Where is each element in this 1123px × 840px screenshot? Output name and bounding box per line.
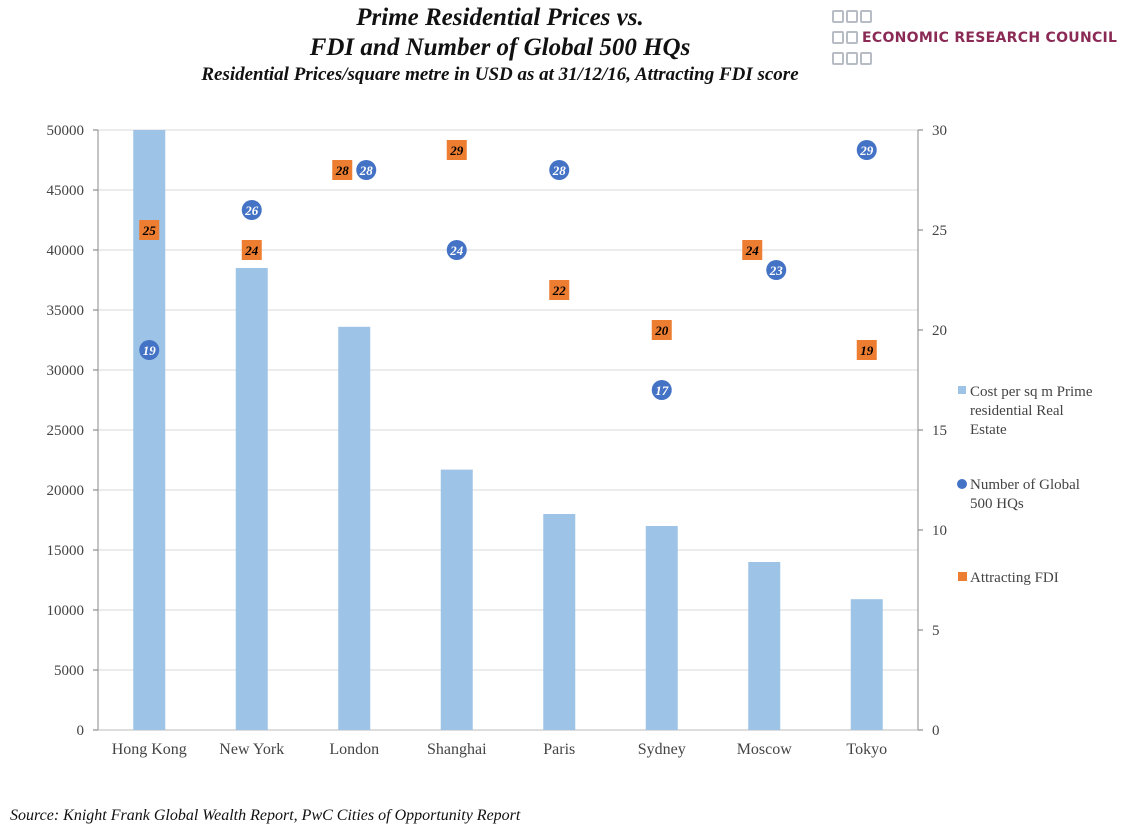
marker-fdi [856,340,877,360]
bar-residential-price [748,562,781,730]
marker-fdi [549,280,570,300]
chart-title-line2: FDI and Number of Global 500 HQs [309,34,691,61]
x-axis-category-label: London [329,741,379,758]
left-axis-tick-label: 30000 [47,363,85,379]
data-label-hq-count: 28 [359,163,374,178]
bar-residential-price [235,268,268,730]
left-axis-tick-label: 5000 [54,663,84,679]
data-label-hq-count: 28 [552,163,567,178]
left-axis-tick-label: 20000 [47,483,85,499]
x-axis-category-label: Sydney [638,741,686,758]
left-axis-tick-label: 50000 [47,123,85,139]
data-label-hq-count: 29 [859,143,874,158]
bar-residential-price [338,326,371,730]
right-axis-tick-label: 25 [932,223,947,239]
data-label-fdi: 24 [244,243,259,258]
left-axis-tick-label: 10000 [47,603,85,619]
legend-swatch-hq-count [957,479,967,489]
legend-label-hq-count: Number of Global 500 HQs [970,477,1080,512]
data-label-hq-count: 26 [244,203,259,218]
left-axis-tick-label: 45000 [47,183,85,199]
marker-fdi [446,140,467,160]
left-axis-tick-label: 25000 [47,423,85,439]
bar-residential-price [850,599,883,730]
marker-hq-count [766,260,787,280]
right-axis-tick-label: 30 [932,123,947,139]
right-axis-tick-label: 5 [932,623,940,639]
x-axis-category-label: Shanghai [427,741,487,758]
bar-residential-price [543,514,576,730]
data-label-fdi: 19 [860,343,874,358]
marker-hq-count [356,160,377,180]
marker-hq-count [856,140,877,160]
data-label-fdi: 28 [335,163,350,178]
x-axis-category-label: Hong Kong [112,741,187,758]
marker-fdi [332,160,353,180]
left-axis-tick-label: 40000 [47,243,85,259]
bar-residential-price [645,526,678,730]
erc-logo-text: ECONOMIC RESEARCH COUNCIL [862,30,1118,46]
right-axis-tick-label: 15 [932,423,947,439]
chart-subtitle: Residential Prices/square metre in USD a… [201,64,799,85]
left-axis-tick-label: 35000 [47,303,85,319]
marker-fdi [651,320,672,340]
x-axis-category-label: Paris [543,741,575,758]
data-label-fdi: 29 [449,143,464,158]
chart-title-line1: Prime Residential Prices vs. [356,4,644,31]
data-label-hq-count: 23 [769,263,784,278]
data-label-fdi: 25 [142,223,157,238]
legend-label-fdi: Attracting FDI [970,570,1059,586]
left-axis-tick-label: 0 [77,723,85,739]
data-label-fdi: 24 [745,243,760,258]
marker-fdi [742,240,763,260]
legend-swatch-residential-price [958,386,966,394]
marker-fdi [139,220,160,240]
data-label-hq-count: 17 [655,383,669,398]
marker-fdi [241,240,262,260]
marker-hq-count [651,380,672,400]
left-axis-tick-label: 15000 [47,543,85,559]
x-axis-category-label: New York [219,741,284,758]
marker-hq-count [549,160,570,180]
x-axis-category-label: Moscow [737,741,793,758]
data-label-fdi: 22 [552,283,567,298]
legend-label-residential-price: Cost per sq m Prime residential Real Estat… [970,384,1093,438]
x-axis-category-label: Tokyo [846,741,887,758]
data-label-hq-count: 19 [143,343,157,358]
right-axis-tick-label: 20 [932,323,947,339]
data-label-hq-count: 24 [449,243,464,258]
data-label-fdi: 20 [654,323,669,338]
source-note: Source: Knight Frank Global Wealth Repor… [10,807,521,824]
marker-hq-count [139,340,160,360]
right-axis-tick-label: 10 [932,523,947,539]
bar-residential-price [440,469,473,730]
legend-swatch-fdi [958,572,967,581]
marker-hq-count [241,200,262,220]
right-axis-tick-label: 0 [932,723,940,739]
marker-hq-count [446,240,467,260]
